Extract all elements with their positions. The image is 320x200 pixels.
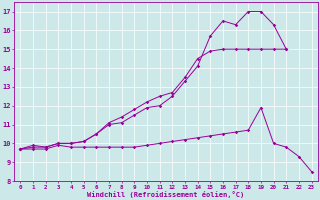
X-axis label: Windchill (Refroidissement éolien,°C): Windchill (Refroidissement éolien,°C) xyxy=(87,191,244,198)
